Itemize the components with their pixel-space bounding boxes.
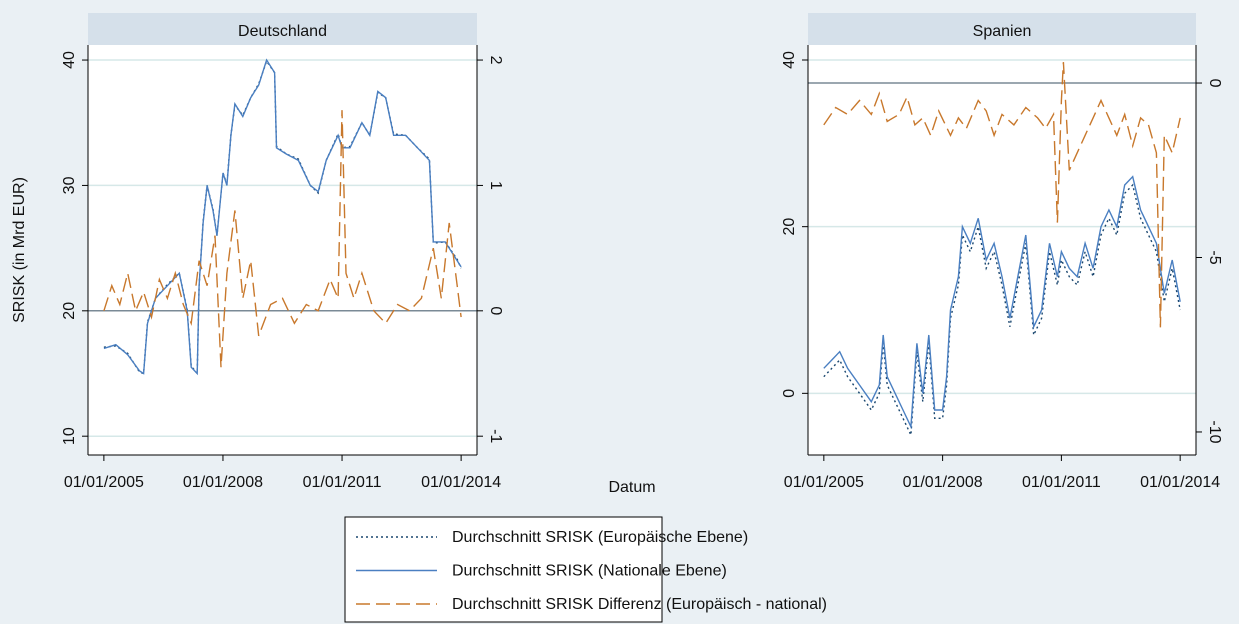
legend-label: Durchschnitt SRISK (Nationale Ebene) (452, 563, 727, 580)
panel-title: Spanien (973, 23, 1032, 40)
strip (88, 13, 477, 45)
y2-tick-label: 0 (1206, 79, 1223, 88)
y-tick-label: 40 (61, 51, 78, 69)
x-axis-title: Datum (608, 479, 655, 496)
x-tick-label: 01/01/2011 (303, 474, 382, 491)
plot-area (808, 45, 1196, 455)
x-tick-label: 01/01/2005 (64, 474, 144, 491)
y2-tick-label: -10 (1206, 420, 1223, 443)
strip (808, 13, 1196, 45)
legend-label: Durchschnitt SRISK (Europäische Ebene) (452, 529, 748, 546)
y2-tick-label: 1 (487, 181, 504, 190)
y-tick-label: 10 (61, 427, 78, 445)
y-tick-label: 0 (781, 389, 798, 398)
y2-tick-label: -1 (487, 429, 504, 443)
series-line (103, 58, 462, 376)
series-line (103, 110, 462, 368)
x-tick-label: 01/01/2008 (903, 474, 983, 491)
x-tick-label: 01/01/2005 (784, 474, 864, 491)
series-line (823, 175, 1181, 430)
y-tick-label: 20 (61, 302, 78, 320)
x-tick-label: 01/01/2008 (183, 474, 263, 491)
y-axis-title: SRISK (in Mrd EUR) (11, 177, 28, 323)
x-tick-label: 01/01/2014 (421, 474, 501, 491)
legend-label: Durchschnitt SRISK Differenz (Europäisch… (452, 596, 827, 613)
y-tick-label: 20 (781, 218, 798, 236)
y-tick-label: 40 (781, 51, 798, 69)
plot-area (88, 45, 477, 455)
x-tick-label: 01/01/2011 (1022, 474, 1101, 491)
x-tick-label: 01/01/2014 (1140, 474, 1220, 491)
y2-tick-label: 2 (487, 56, 504, 65)
y-tick-label: 30 (61, 176, 78, 194)
y2-tick-label: 0 (487, 306, 504, 315)
panel-title: Deutschland (238, 23, 327, 40)
y2-tick-label: -5 (1206, 250, 1223, 264)
